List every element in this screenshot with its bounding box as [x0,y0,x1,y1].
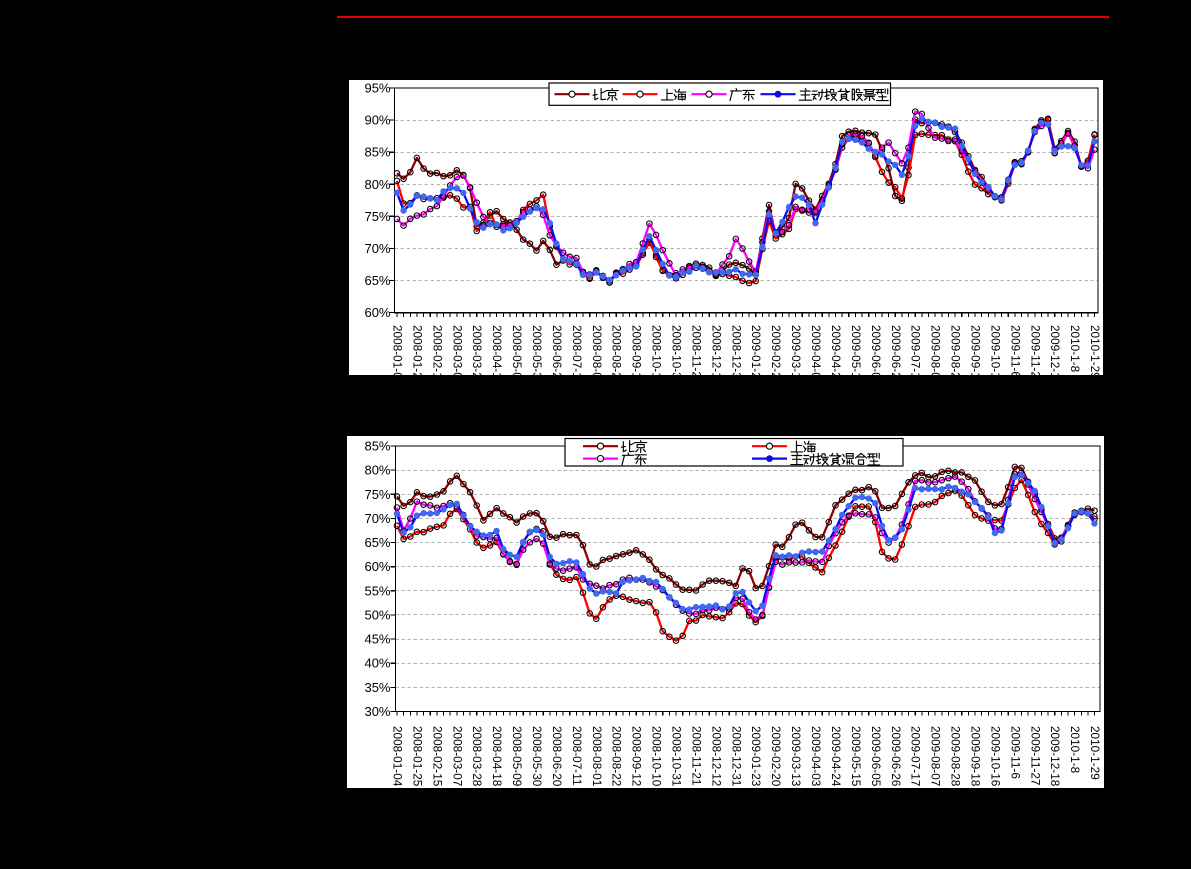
svg-text:80%: 80% [364,463,390,478]
svg-text:60%: 60% [364,559,390,574]
svg-text:2008-06-20: 2008-06-20 [550,726,564,787]
svg-text:2008-08-22: 2008-08-22 [610,325,624,375]
svg-text:75%: 75% [364,487,390,502]
svg-text:2008-10-10: 2008-10-10 [650,726,664,787]
svg-text:2008-03-28: 2008-03-28 [470,726,484,787]
svg-text:2009-10-16: 2009-10-16 [988,325,1002,375]
svg-text:2009-06-05: 2009-06-05 [869,325,883,375]
svg-text:2009-11-27: 2009-11-27 [1028,726,1042,785]
svg-text:2008-05-09: 2008-05-09 [510,726,524,786]
svg-text:70%: 70% [364,241,390,256]
svg-text:65%: 65% [364,535,390,550]
svg-text:2008-03-07: 2008-03-07 [450,726,464,786]
svg-text:2008-08-01: 2008-08-01 [590,325,604,375]
svg-text:2008-07-11: 2008-07-11 [570,726,584,785]
svg-text:2009-05-15: 2009-05-15 [849,726,863,787]
svg-text:2008-01-25: 2008-01-25 [410,726,424,787]
svg-text:2009-03-13: 2009-03-13 [789,726,803,787]
svg-text:2009-02-20: 2009-02-20 [769,325,783,375]
svg-text:2008-11-21: 2008-11-21 [690,325,704,375]
svg-text:90%: 90% [364,113,390,128]
svg-text:2009-08-07: 2009-08-07 [929,325,943,375]
svg-text:2009-02-20: 2009-02-20 [769,726,783,787]
svg-text:2008-05-30: 2008-05-30 [530,726,544,787]
svg-text:2008-12-31: 2008-12-31 [729,325,743,375]
svg-text:30%: 30% [364,704,390,719]
svg-text:2009-11-6: 2009-11-6 [1008,325,1022,375]
svg-text:2008-12-31: 2008-12-31 [729,726,743,786]
svg-text:2009-03-13: 2009-03-13 [789,325,803,375]
svg-text:2008-10-10: 2008-10-10 [650,325,664,375]
svg-text:65%: 65% [364,273,390,288]
svg-text:2009-06-05: 2009-06-05 [869,726,883,787]
svg-text:2009-12-18: 2009-12-18 [1048,325,1062,375]
svg-text:2008-02-15: 2008-02-15 [430,325,444,375]
svg-text:2010-1-29: 2010-1-29 [1088,325,1102,375]
svg-text:2009-08-28: 2009-08-28 [949,726,963,787]
svg-text:85%: 85% [364,439,390,454]
svg-text:55%: 55% [364,583,390,598]
svg-text:2009-08-07: 2009-08-07 [929,726,943,786]
svg-text:2008-02-15: 2008-02-15 [430,726,444,787]
svg-text:2010-1-29: 2010-1-29 [1088,726,1102,780]
svg-text:85%: 85% [364,145,390,160]
svg-text:2008-03-28: 2008-03-28 [470,325,484,375]
svg-text:2009-11-27: 2009-11-27 [1028,325,1042,375]
svg-text:2009-05-15: 2009-05-15 [849,325,863,375]
svg-text:2008-09-12: 2008-09-12 [630,325,644,375]
svg-text:40%: 40% [364,656,390,671]
svg-text:2008-03-07: 2008-03-07 [450,325,464,375]
svg-text:80%: 80% [364,177,390,192]
svg-text:2008-12-12: 2008-12-12 [709,726,723,786]
svg-text:2009-08-28: 2009-08-28 [949,325,963,375]
svg-text:2008-06-20: 2008-06-20 [550,325,564,375]
svg-text:2008-04-18: 2008-04-18 [490,325,504,375]
svg-text:2008-07-11: 2008-07-11 [570,325,584,375]
svg-text:75%: 75% [364,209,390,224]
svg-text:2009-04-24: 2009-04-24 [829,726,843,787]
svg-text:45%: 45% [364,632,390,647]
svg-text:95%: 95% [364,81,390,96]
svg-text:2008-12-12: 2008-12-12 [709,325,723,375]
svg-text:2009-06-26: 2009-06-26 [889,726,903,787]
svg-text:2008-01-04: 2008-01-04 [391,726,405,787]
svg-text:2009-12-18: 2009-12-18 [1048,726,1062,787]
svg-text:2008-11-21: 2008-11-21 [690,726,704,785]
svg-text:2009-07-17: 2009-07-17 [909,726,923,786]
svg-text:2008-08-22: 2008-08-22 [610,726,624,786]
svg-text:2009-11-6: 2009-11-6 [1008,726,1022,779]
svg-text:2009-01-23: 2009-01-23 [749,726,763,787]
svg-text:2008-01-25: 2008-01-25 [410,325,424,375]
svg-text:50%: 50% [364,608,390,623]
svg-text:2008-10-31: 2008-10-31 [670,726,684,786]
svg-text:2008-08-01: 2008-08-01 [590,726,604,786]
svg-text:2008-05-09: 2008-05-09 [510,325,524,375]
svg-text:2008-04-18: 2008-04-18 [490,726,504,787]
svg-text:2009-04-24: 2009-04-24 [829,325,843,375]
svg-text:2009-04-03: 2009-04-03 [809,726,823,787]
svg-text:2009-09-18: 2009-09-18 [969,726,983,787]
svg-text:2008-05-30: 2008-05-30 [530,325,544,375]
svg-text:2008-10-31: 2008-10-31 [670,325,684,375]
svg-text:2008-01-04: 2008-01-04 [391,325,405,375]
svg-text:2008-09-12: 2008-09-12 [630,726,644,786]
svg-text:2009-07-17: 2009-07-17 [909,325,923,375]
svg-text:35%: 35% [364,680,390,695]
svg-text:2010-1-8: 2010-1-8 [1068,726,1082,774]
svg-text:60%: 60% [364,305,390,320]
svg-text:2009-04-03: 2009-04-03 [809,325,823,375]
svg-text:2009-01-23: 2009-01-23 [749,325,763,375]
svg-text:2010-1-8: 2010-1-8 [1068,325,1082,373]
svg-text:2009-09-18: 2009-09-18 [969,325,983,375]
svg-text:70%: 70% [364,511,390,526]
svg-text:2009-06-26: 2009-06-26 [889,325,903,375]
svg-text:2009-10-16: 2009-10-16 [988,726,1002,787]
